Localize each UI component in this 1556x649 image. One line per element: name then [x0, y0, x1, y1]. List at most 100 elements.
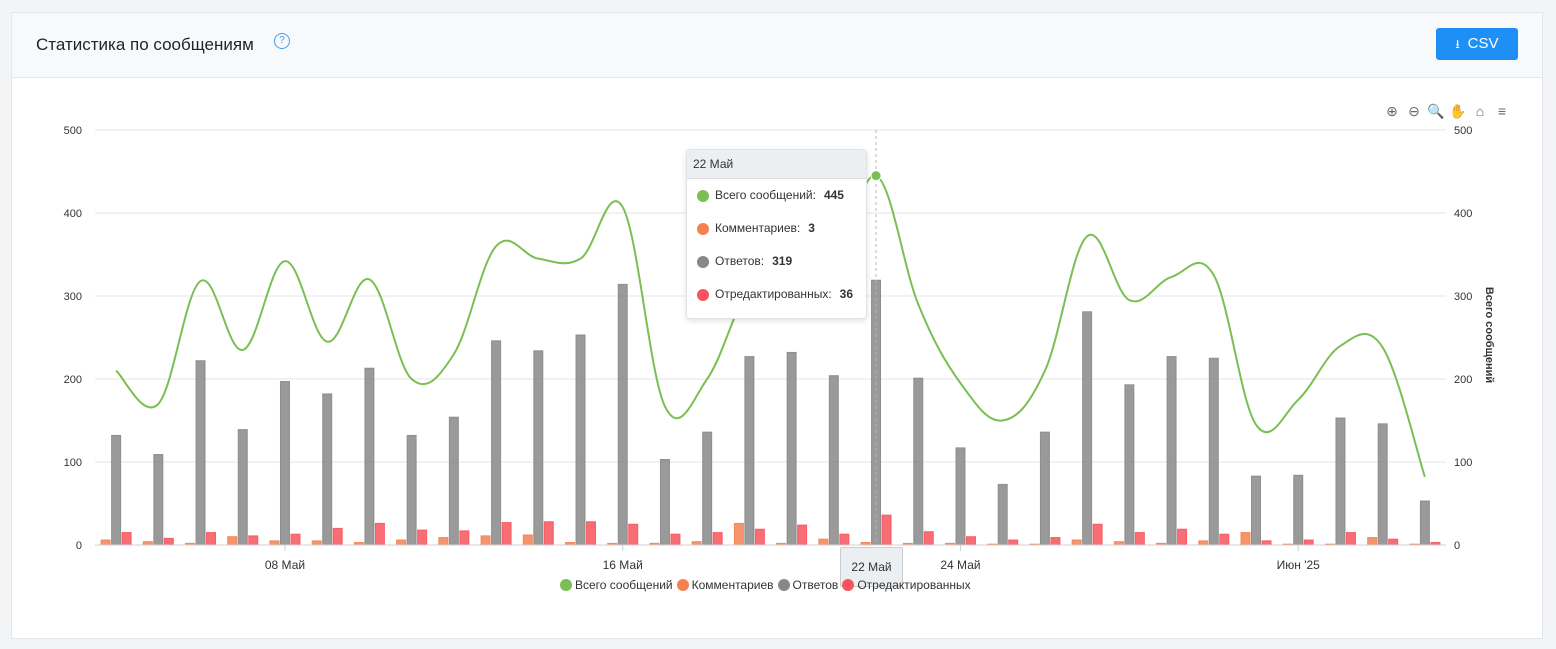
bar-comments [480, 535, 491, 546]
bar-answers [364, 367, 375, 546]
bar-answers [491, 340, 502, 546]
y-tick-label-left: 200 [64, 374, 82, 386]
legend-item[interactable]: Всего сообщений [560, 578, 673, 592]
legend-label: Комментариев [691, 578, 774, 592]
bar-answers [279, 380, 290, 546]
bar-edited [881, 514, 892, 546]
bar-edited [1219, 533, 1230, 546]
x-tick-label: 08 Май [265, 558, 305, 572]
message-stats-card: Статистика по сообщениям ? ⭳ CSV [11, 12, 1543, 639]
bar-answers [533, 350, 544, 546]
bar-answers [1082, 311, 1093, 546]
x-tick-label: 24 Май [940, 558, 980, 572]
bar-comments [438, 537, 449, 546]
bar-edited [1008, 539, 1019, 546]
tooltip-row: Отредактированных: 36 [687, 278, 866, 311]
bar-answers [322, 393, 333, 546]
tooltip-row: Ответов: 319 [687, 245, 866, 278]
bar-edited [417, 529, 428, 546]
tooltip-row: Комментариев: 3 [687, 212, 866, 245]
bar-answers [1377, 423, 1388, 546]
legend-label: Ответов [792, 578, 839, 592]
tooltip-dot [697, 255, 709, 268]
bar-answers [575, 334, 586, 546]
bar-edited [248, 535, 259, 546]
y-tick-label-left: 100 [64, 457, 82, 469]
tooltip-value: 319 [772, 254, 793, 268]
y-tick-label-right: 100 [1454, 457, 1472, 469]
bar-answers [1124, 384, 1135, 546]
tooltip-label: Комментариев: [715, 221, 801, 235]
bar-edited [290, 533, 301, 546]
bar-edited [586, 521, 597, 546]
bar-answers [702, 431, 713, 546]
legend-item[interactable]: Ответов [777, 578, 839, 592]
tooltip-row: Всего сообщений: 445 [687, 179, 866, 212]
bar-answers [913, 377, 924, 546]
selection-zoom-icon[interactable]: 🔍 [1427, 103, 1445, 119]
bar-edited [1345, 532, 1356, 546]
legend-item[interactable]: Комментариев [676, 578, 774, 592]
legend-marker [560, 579, 572, 591]
tooltip-dot [697, 288, 709, 301]
tooltip-value: 3 [808, 221, 815, 235]
bar-answers [195, 360, 206, 546]
bar-edited [923, 531, 934, 546]
x-axis: 08 Май 16 Май 24 Май Июн '25 [95, 544, 1446, 572]
menu-icon[interactable]: ≡ [1497, 103, 1507, 119]
pan-icon[interactable]: ✋ [1449, 103, 1467, 119]
bar-edited [1050, 537, 1061, 546]
tooltip-label: Ответов: [715, 254, 765, 268]
bar-edited [543, 521, 554, 546]
bar-edited [501, 522, 512, 546]
bar-answers [744, 356, 755, 546]
csv-export-button[interactable]: ⭳ CSV [1436, 28, 1518, 60]
page-title: Статистика по сообщениям [36, 35, 254, 54]
chart-tooltip: 22 Май Всего сообщений: 445 Комментариев: 3… [686, 149, 867, 319]
y-tick-label-right: 200 [1454, 374, 1472, 386]
bar-answers [1251, 475, 1262, 546]
csv-button-label: CSV [1467, 35, 1499, 52]
bar-comments [1367, 537, 1378, 546]
y-tick-label-left: 300 [64, 291, 82, 303]
bar-comments [733, 522, 744, 546]
bar-answers [1039, 431, 1050, 546]
bar-answers [828, 375, 839, 546]
bar-answers [1293, 474, 1304, 546]
y-tick-label-right: 0 [1454, 540, 1460, 552]
bar-edited [1134, 532, 1145, 546]
bar-edited [1177, 528, 1188, 546]
legend-marker [676, 579, 689, 591]
help-icon[interactable]: ? [274, 33, 290, 49]
bar-comments [1240, 532, 1251, 546]
legend-item[interactable]: Отредактированных [842, 578, 971, 592]
bar-edited [754, 528, 765, 546]
bar-comments [311, 540, 322, 546]
bar-comments [818, 538, 829, 546]
bar-comments [100, 539, 111, 546]
bar-answers [955, 447, 966, 546]
y2-axis-title: Всего сообщений [1483, 287, 1495, 383]
y-tick-label-left: 500 [64, 125, 82, 137]
y-axis-right: 0 100 200 300 400 500 [1454, 125, 1472, 552]
tooltip-value: 445 [823, 188, 844, 202]
y-tick-label-right: 300 [1454, 291, 1472, 303]
tooltip-date: 22 Май [687, 150, 866, 179]
bar-comments [227, 536, 238, 546]
bar-comments [396, 539, 407, 546]
zoom-in-icon[interactable]: ⊕ [1386, 103, 1398, 119]
bar-answers [1208, 357, 1219, 546]
bar-answers [997, 483, 1008, 546]
bar-answers [448, 416, 459, 546]
x-tick-label: 16 Май [603, 558, 643, 572]
zoom-out-icon[interactable]: ⊖ [1408, 103, 1420, 119]
bar-answers [153, 454, 164, 546]
y-tick-label-right: 500 [1454, 125, 1472, 137]
y-tick-label-right: 400 [1454, 208, 1472, 220]
bar-answers [406, 434, 417, 546]
bar-edited [628, 523, 639, 546]
bar-edited [797, 524, 808, 546]
reset-home-icon[interactable]: ⌂ [1475, 103, 1485, 119]
tooltip-dot [697, 222, 709, 235]
